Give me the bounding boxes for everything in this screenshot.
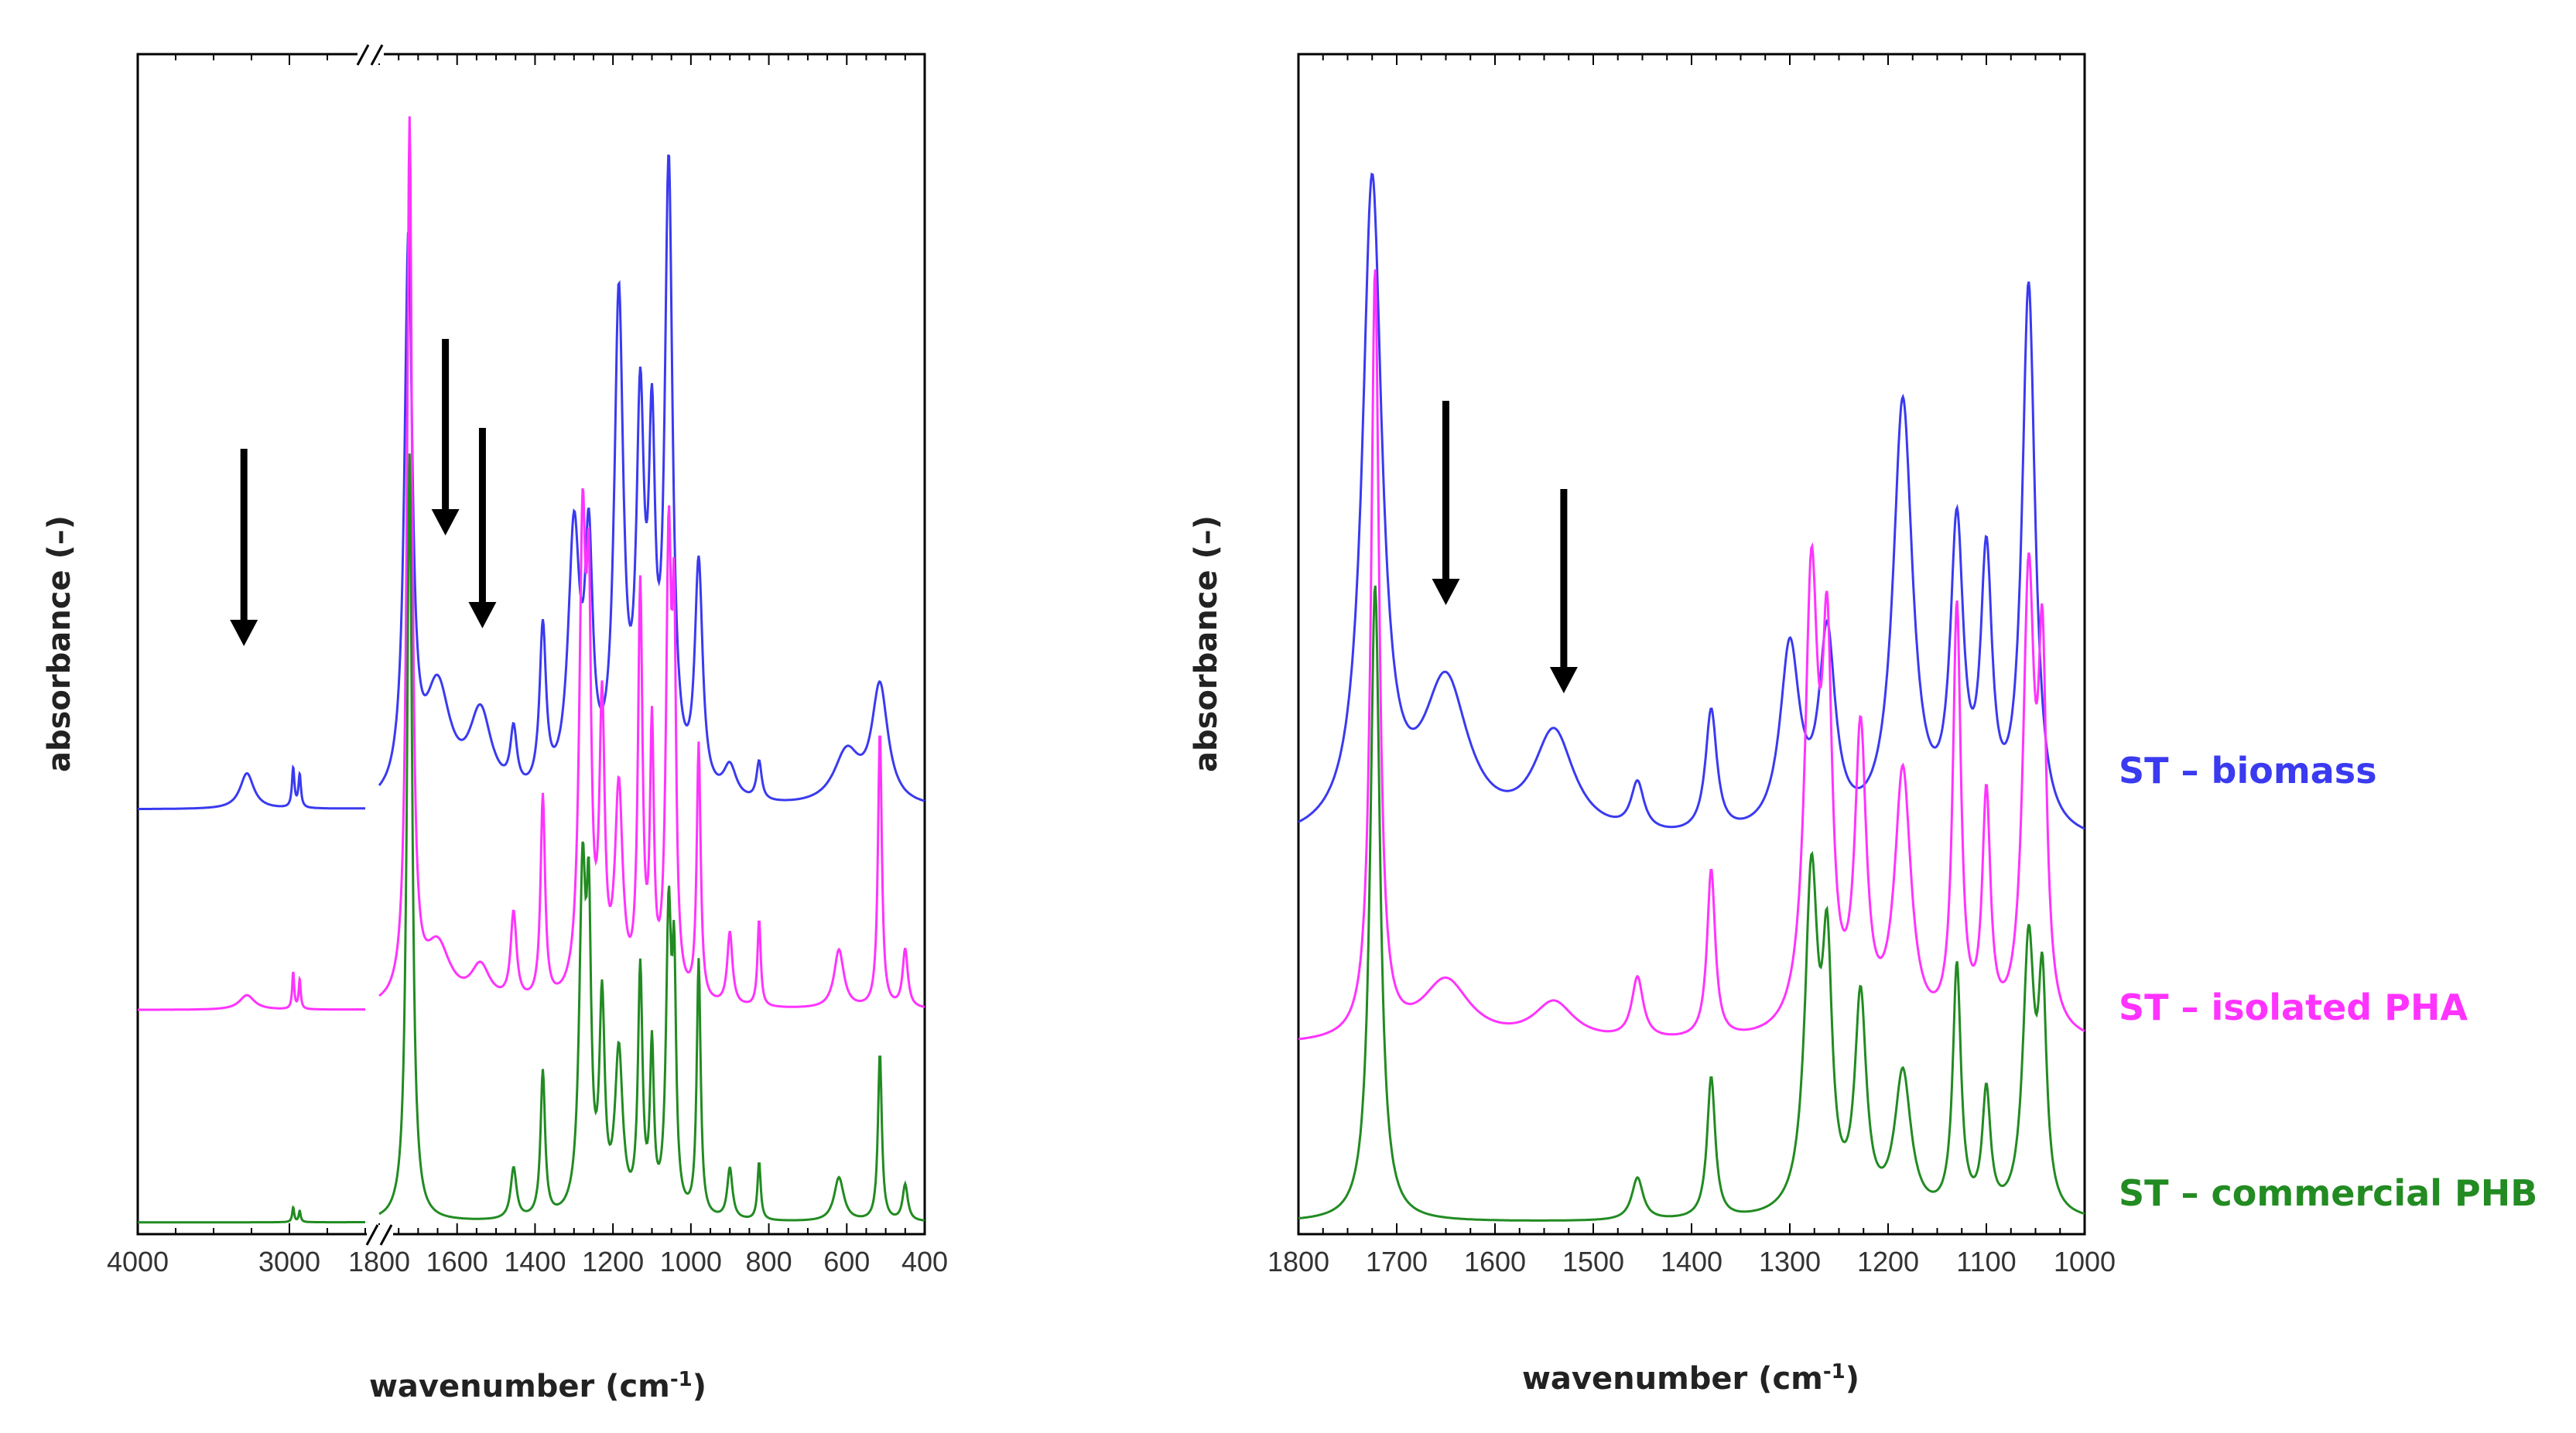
- right-x-axis-label: wavenumber (cm-1): [1522, 1360, 1859, 1397]
- left-x-tick-label: 1000: [660, 1246, 722, 1277]
- right-tick-marks: [1298, 54, 2085, 1234]
- right-x-tick-label: 1600: [1464, 1246, 1526, 1277]
- right-x-tick-label: 1300: [1759, 1246, 1821, 1277]
- left-tick-marks: [137, 54, 925, 1234]
- left-x-tick-label: 1600: [426, 1246, 488, 1277]
- left-chart-panel: 4000 3000 1800 1600 1400 1200 1000 800 600 400 wa…: [42, 44, 948, 1404]
- legend-biomass: ST – biomass: [2119, 750, 2377, 792]
- legend-isolated-pha: ST – isolated PHA: [2119, 987, 2468, 1028]
- right-x-tick-label: 1100: [1956, 1246, 2016, 1277]
- right-plot-frame: [1297, 53, 2086, 1236]
- left-series-line-0-seg0: [137, 764, 365, 811]
- left-x-tick-label: 4000: [107, 1246, 169, 1277]
- left-x-tick-label: 400: [901, 1246, 948, 1277]
- left-x-tick-label: 1200: [582, 1246, 644, 1277]
- left-series-line-0-seg1: [378, 154, 925, 802]
- right-tick-labels: 1800 1700 1600 1500 1400 1300 1200 1100 1000: [1267, 1246, 2116, 1277]
- axis-break-top-1: [356, 44, 370, 66]
- right-series-line-2: [1298, 585, 2085, 1222]
- axis-break-bottom-1: [365, 1224, 379, 1246]
- right-x-tick-label: 1700: [1366, 1246, 1428, 1277]
- left-x-tick-label: 1800: [348, 1246, 410, 1277]
- right-x-tick-label: 1800: [1267, 1246, 1329, 1277]
- left-series-line-2-seg1: [378, 453, 925, 1222]
- left-x-axis-label: wavenumber (cm-1): [369, 1368, 706, 1404]
- left-x-tick-label: 3000: [258, 1246, 320, 1277]
- left-arrow-0-head: [230, 620, 258, 646]
- right-x-tick-label: 1400: [1661, 1246, 1722, 1277]
- right-chart-panel: 1800 1700 1600 1500 1400 1300 1200 1100 1000 wav…: [1189, 53, 2116, 1397]
- left-plot-frame: [136, 53, 926, 1236]
- left-arrows: [230, 339, 497, 646]
- left-x-tick-label: 600: [823, 1246, 870, 1277]
- left-series-line-2-seg0: [138, 1205, 365, 1224]
- right-arrows: [1432, 401, 1578, 693]
- left-y-axis-label: absorbance (–): [42, 515, 77, 772]
- axis-break-marks: [356, 44, 393, 1246]
- right-x-tick-label: 1000: [2054, 1246, 2116, 1277]
- left-arrow-1-head: [431, 509, 460, 535]
- right-series-line-1: [1298, 269, 2085, 1041]
- right-arrow-0-head: [1432, 579, 1460, 605]
- left-series-lines: [137, 116, 925, 1224]
- axis-break-bottom-2: [379, 1224, 393, 1246]
- right-series-line-0: [1298, 172, 2085, 830]
- left-arrow-2-head: [468, 602, 497, 628]
- legend: ST – biomass ST – isolated PHA ST – comm…: [2119, 750, 2537, 1214]
- left-series-line-1-seg0: [138, 971, 365, 1011]
- right-x-tick-label: 1500: [1562, 1246, 1624, 1277]
- right-series-lines: [1298, 172, 2085, 1222]
- right-y-axis-label: absorbance (–): [1189, 515, 1224, 772]
- axis-break-top-2: [370, 44, 384, 66]
- left-series-line-1-seg1: [378, 116, 925, 1008]
- left-tick-labels: 4000 3000 1800 1600 1400 1200 1000 800 600 400: [107, 1246, 948, 1277]
- legend-commercial-phb: ST – commercial PHB: [2119, 1172, 2537, 1214]
- left-x-tick-label: 800: [746, 1246, 792, 1277]
- left-x-tick-label: 1400: [504, 1246, 566, 1277]
- right-arrow-1-head: [1549, 667, 1578, 693]
- right-x-tick-label: 1200: [1857, 1246, 1919, 1277]
